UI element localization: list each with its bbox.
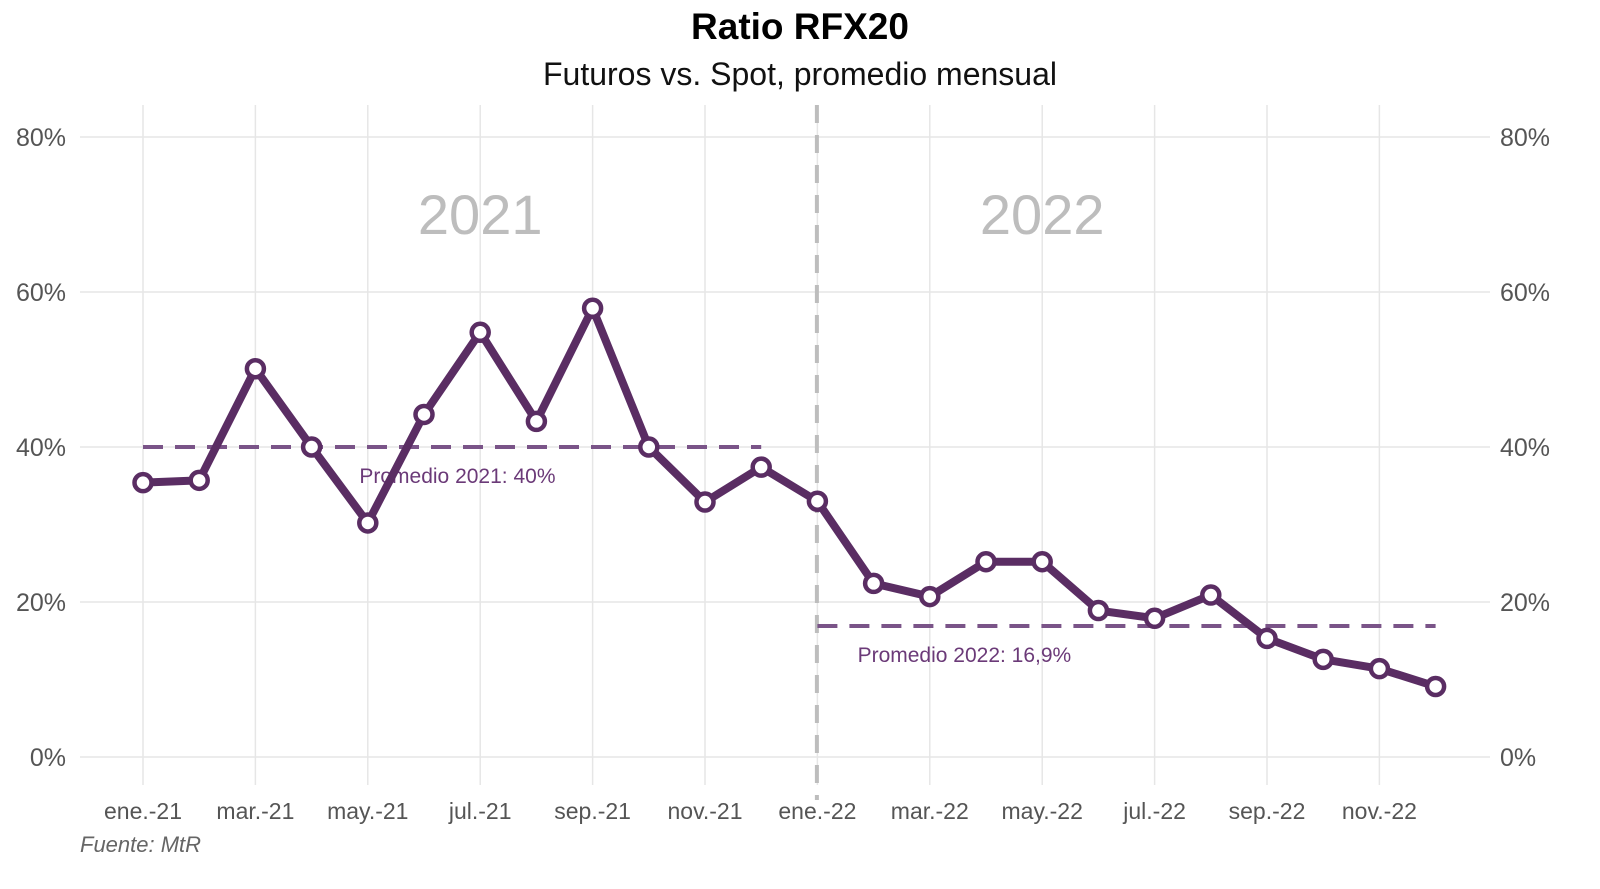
x-tick-label: nov.-21 <box>667 798 742 824</box>
data-point <box>1424 675 1447 698</box>
x-tick-label: mar.-21 <box>216 798 294 824</box>
data-point <box>1256 627 1278 650</box>
data-point <box>188 469 210 492</box>
data-point <box>1031 550 1053 573</box>
y-axis-left: 0% 20% 40% 60% 80% <box>16 124 66 772</box>
y-tick-label-left: 80% <box>16 124 66 152</box>
y-tick-label-right: 40% <box>1500 434 1550 462</box>
data-point <box>638 436 660 458</box>
x-tick-label: sep.-22 <box>1229 798 1306 824</box>
series-group <box>132 297 1447 698</box>
average-label: Promedio 2021: 40% <box>359 465 555 488</box>
period-label: 2022 <box>980 183 1105 246</box>
y-tick-label-right: 60% <box>1500 279 1550 307</box>
data-point <box>806 490 829 512</box>
y-tick-label-left: 20% <box>16 589 66 617</box>
data-point <box>919 585 941 608</box>
x-axis: ene.-21 mar.-21 may.-21 jul.-21 sep.-21 nov.-… <box>104 798 1417 824</box>
y-tick-label-left: 40% <box>16 434 66 462</box>
annotations: 2021 2022 Promedio 2021: 40% Promedio 2022:… <box>143 105 1436 800</box>
data-point <box>357 512 379 534</box>
y-tick-label-right: 20% <box>1500 589 1550 617</box>
data-point <box>1312 648 1334 671</box>
data-point <box>1200 584 1222 606</box>
chart-title: Ratio RFX20 <box>691 6 909 47</box>
x-tick-label: may.-22 <box>1002 798 1083 824</box>
data-point <box>1368 657 1391 680</box>
series-line <box>139 304 1440 691</box>
data-point <box>1143 607 1166 630</box>
source-note: Fuente: MtR <box>80 832 202 857</box>
chart-subtitle: Futuros vs. Spot, promedio mensual <box>542 56 1057 92</box>
data-point <box>694 491 716 513</box>
x-tick-label: jul.-21 <box>448 798 512 824</box>
data-point <box>581 297 604 320</box>
data-point <box>862 572 885 595</box>
data-point <box>469 321 491 344</box>
period-label: 2021 <box>418 183 543 246</box>
x-tick-label: sep.-21 <box>554 798 631 824</box>
y-tick-label-left: 60% <box>16 279 66 307</box>
x-tick-label: nov.-22 <box>1342 798 1417 824</box>
x-tick-label: ene.-22 <box>778 798 856 824</box>
data-point <box>244 357 267 380</box>
x-tick-label: ene.-21 <box>104 798 182 824</box>
data-point <box>132 471 154 494</box>
data-point <box>975 550 997 573</box>
data-point <box>413 403 435 426</box>
y-tick-label-right: 80% <box>1500 124 1550 152</box>
x-tick-label: mar.-22 <box>891 798 969 824</box>
y-tick-label-right: 0% <box>1500 744 1536 772</box>
x-tick-label: jul.-22 <box>1122 798 1186 824</box>
y-tick-label-left: 0% <box>30 744 66 772</box>
data-point <box>750 456 772 478</box>
data-point <box>525 410 548 433</box>
average-label: Promedio 2022: 16,9% <box>858 644 1072 667</box>
x-tick-label: may.-21 <box>327 798 408 824</box>
y-axis-right: 0% 20% 40% 60% 80% <box>1500 124 1550 772</box>
data-point <box>1087 599 1110 622</box>
data-point <box>300 436 323 458</box>
grid-lines <box>80 105 1490 785</box>
